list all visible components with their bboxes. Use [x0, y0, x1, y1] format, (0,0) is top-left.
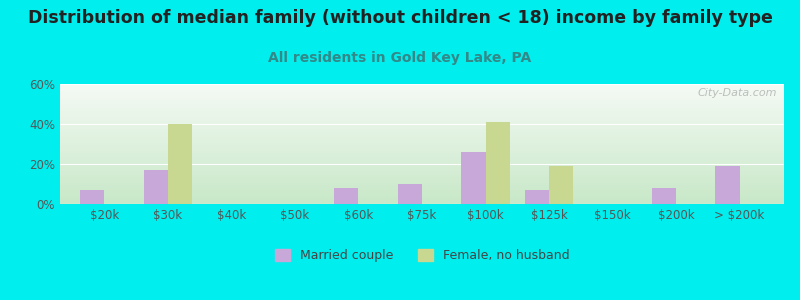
- Bar: [144, 170, 168, 204]
- Bar: [462, 152, 486, 204]
- Bar: [652, 188, 676, 204]
- Bar: [486, 122, 510, 204]
- Bar: [549, 166, 573, 204]
- Bar: [525, 190, 549, 204]
- Text: City-Data.com: City-Data.com: [698, 88, 777, 98]
- Text: All residents in Gold Key Lake, PA: All residents in Gold Key Lake, PA: [268, 51, 532, 65]
- Bar: [398, 184, 422, 204]
- Legend: Married couple, Female, no husband: Married couple, Female, no husband: [270, 244, 574, 267]
- Bar: [168, 124, 192, 204]
- Bar: [334, 188, 358, 204]
- Bar: [715, 166, 739, 204]
- Bar: [80, 190, 105, 204]
- Text: Distribution of median family (without children < 18) income by family type: Distribution of median family (without c…: [27, 9, 773, 27]
